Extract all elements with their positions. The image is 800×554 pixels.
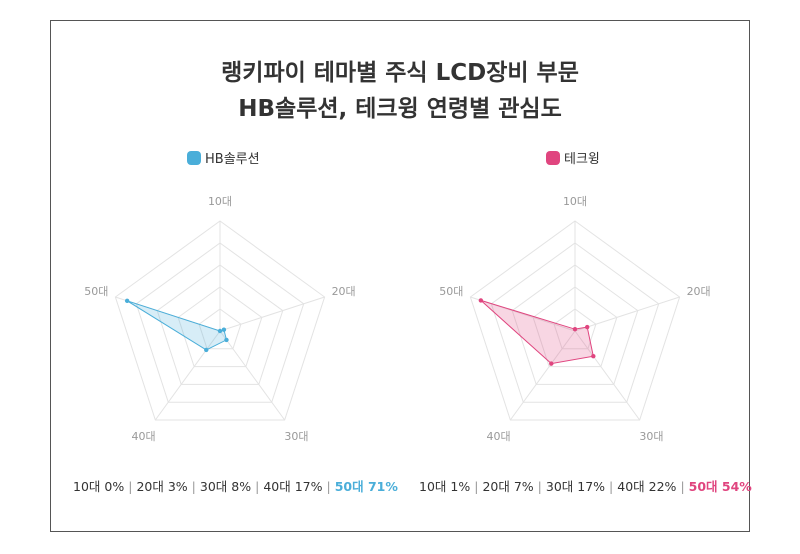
spoke-left-3 (154, 330, 221, 421)
summary-separator: | (128, 479, 133, 494)
summary-item-right-1: 20대 7% (482, 479, 534, 494)
summary-separator: | (191, 479, 196, 494)
axis-label-left-4: 50대 (84, 285, 108, 298)
summary-item-left-2: 30대 8% (199, 479, 252, 494)
grid-ring-left-1 (198, 308, 242, 350)
legend-swatch-left (187, 150, 201, 165)
spoke-right-3 (509, 330, 576, 421)
axis-label-right-1: 20대 (687, 285, 711, 298)
summary-item-right-2: 30대 17% (545, 479, 606, 494)
summary-separator: | (537, 479, 542, 494)
summary-item-left-1: 20대 3% (136, 479, 188, 494)
data-point-left-0 (217, 328, 223, 334)
spoke-left-2 (219, 330, 286, 421)
summary-separator: | (474, 479, 479, 494)
grid-ring-left-3 (156, 264, 284, 385)
summary-item-left-3: 40대 17% (263, 479, 323, 494)
data-point-right-4 (478, 298, 484, 303)
chart-title: 랭키파이 테마별 주식 LCD장비 부문 HB솔루션, 테크윙 연령별 관심도 (51, 55, 749, 127)
legend-label-left: HB솔루션 (205, 152, 260, 167)
summary-item-right-4: 50대 54% (688, 479, 752, 494)
spoke-right-2 (574, 330, 641, 421)
legend-left: HB솔루션 (187, 148, 260, 167)
data-point-left-1 (221, 327, 227, 332)
spoke-left-1 (219, 296, 325, 332)
summary-item-right-0: 10대 1% (419, 479, 471, 494)
data-point-left-3 (204, 347, 209, 353)
grid-ring-left-4 (135, 242, 305, 403)
summary-separator: | (326, 479, 331, 494)
axis-label-right-3: 40대 (487, 430, 511, 443)
axis-label-left-3: 40대 (132, 430, 156, 443)
axis-label-right-2: 30대 (639, 430, 663, 443)
summary-item-right-3: 40대 22% (617, 479, 677, 494)
grid-ring-right-4 (490, 242, 660, 403)
axis-label-left-2: 30대 (284, 430, 308, 443)
grid-ring-right-2 (532, 286, 618, 368)
axis-label-left-0: 10대 (208, 195, 232, 208)
summary-separator: | (680, 479, 685, 494)
grid-ring-right-1 (553, 308, 597, 350)
data-area-left (126, 300, 228, 351)
summary-right: 10대 1% | 20대 7% | 30대 17% | 40대 22% | 50대 54% (419, 476, 752, 495)
grid-ring-left-2 (177, 286, 263, 368)
data-point-left-4 (124, 298, 130, 304)
title-line-1: 랭키파이 테마별 주식 LCD장비 부문 (221, 60, 579, 86)
data-point-left-2 (224, 337, 229, 343)
summary-left: 10대 0% | 20대 3% | 30대 8% | 40대 17% | 50대 71% (73, 476, 398, 495)
summary-item-left-0: 10대 0% (73, 479, 125, 494)
legend-right: 테크윙 (546, 148, 600, 167)
summary-separator: | (255, 479, 260, 494)
data-point-right-2 (591, 354, 596, 359)
grid-ring-right-3 (511, 264, 639, 385)
summary-separator: | (609, 479, 614, 494)
grid-ring-left-5 (114, 220, 326, 421)
axis-label-left-1: 20대 (332, 285, 356, 298)
chart-frame: 랭키파이 테마별 주식 LCD장비 부문 HB솔루션, 테크윙 연령별 관심도 (50, 20, 750, 532)
summary-item-left-4: 50대 71% (334, 479, 398, 494)
data-point-right-3 (549, 361, 554, 366)
title-line-2: HB솔루션, 테크윙 연령별 관심도 (238, 96, 562, 122)
axis-label-right-4: 50대 (439, 285, 463, 298)
grid-ring-right-5 (469, 220, 681, 421)
legend-label-right: 테크윙 (564, 152, 600, 167)
data-point-right-1 (585, 324, 590, 330)
axis-label-right-0: 10대 (563, 195, 587, 208)
spoke-right-1 (574, 296, 680, 332)
legend-swatch-right (546, 150, 560, 165)
data-point-right-0 (572, 326, 578, 332)
